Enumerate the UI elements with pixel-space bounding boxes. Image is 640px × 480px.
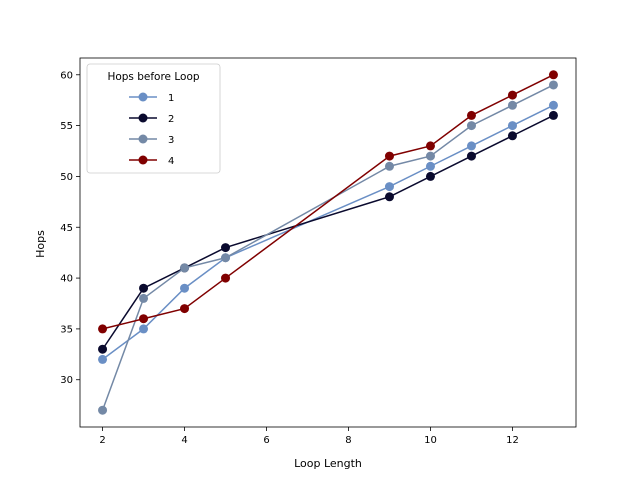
- series-2: [98, 110, 558, 354]
- y-tick-label: 40: [60, 274, 73, 285]
- data-point: [425, 151, 435, 161]
- data-point: [384, 161, 394, 171]
- y-tick-label: 50: [60, 172, 73, 183]
- data-point: [98, 324, 108, 334]
- data-point: [548, 70, 558, 80]
- y-tick-label: 30: [60, 375, 73, 386]
- legend: Hops before Loop 1 2 3 4: [86, 63, 221, 174]
- legend-label: 4: [168, 156, 174, 167]
- legend-label: 1: [168, 93, 174, 104]
- data-point: [466, 151, 476, 161]
- legend-item-3: 3: [129, 134, 174, 146]
- data-point: [384, 182, 394, 192]
- data-point: [139, 324, 149, 334]
- legend-label: 3: [168, 135, 174, 146]
- series-3: [98, 80, 558, 415]
- x-tick-label: 10: [424, 435, 437, 446]
- legend-marker: [138, 92, 148, 102]
- y-tick-label: 35: [60, 324, 73, 335]
- data-point: [180, 283, 190, 293]
- legend-marker: [138, 155, 148, 165]
- legend-marker: [138, 113, 148, 123]
- y-tick-label: 55: [60, 121, 73, 132]
- data-point: [139, 293, 149, 303]
- data-point: [425, 141, 435, 151]
- legend-title: Hops before Loop: [107, 71, 199, 83]
- data-point: [466, 141, 476, 151]
- data-point: [425, 161, 435, 171]
- legend-item-4: 4: [129, 155, 174, 167]
- y-tick-label: 60: [60, 70, 73, 81]
- data-point: [466, 121, 476, 131]
- data-point: [139, 314, 149, 324]
- legend-item-1: 1: [129, 92, 174, 104]
- x-tick-label: 12: [506, 435, 519, 446]
- data-point: [98, 405, 108, 415]
- series-layer: [98, 70, 558, 415]
- x-tick-label: 6: [263, 435, 269, 446]
- x-tick-label: 8: [345, 435, 351, 446]
- x-axis-label: Loop Length: [294, 457, 362, 470]
- data-point: [180, 263, 190, 273]
- axes-frame: [79, 57, 577, 428]
- data-point: [466, 110, 476, 120]
- data-point: [548, 80, 558, 90]
- data-point: [221, 243, 231, 253]
- x-tick-label: 2: [99, 435, 105, 446]
- data-point: [507, 100, 517, 110]
- data-point: [221, 253, 231, 263]
- legend-label: 2: [168, 114, 174, 125]
- legend-item-2: 2: [129, 113, 174, 125]
- data-point: [548, 110, 558, 120]
- data-point: [548, 100, 558, 110]
- data-point: [507, 90, 517, 100]
- data-point: [384, 192, 394, 202]
- data-point: [507, 131, 517, 141]
- data-point: [98, 354, 108, 364]
- data-point: [98, 344, 108, 354]
- legend-marker: [138, 134, 148, 144]
- data-point: [221, 273, 231, 283]
- x-tick-label: 4: [181, 435, 187, 446]
- data-point: [139, 283, 149, 293]
- data-point: [507, 121, 517, 131]
- data-point: [425, 171, 435, 181]
- data-point: [384, 151, 394, 161]
- y-tick-label: 45: [60, 223, 73, 234]
- data-point: [180, 304, 190, 314]
- y-axis-label: Hops: [34, 230, 47, 258]
- series-4: [98, 70, 558, 334]
